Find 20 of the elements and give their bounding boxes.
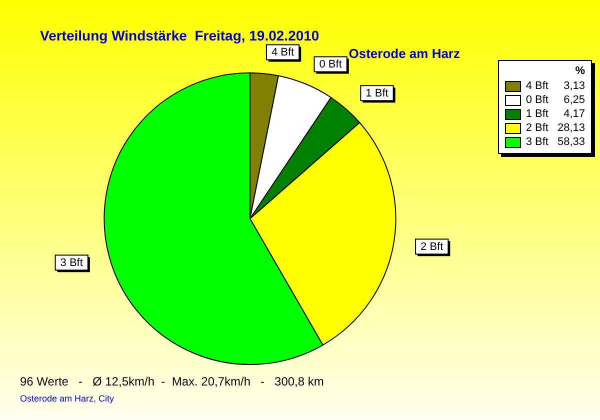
legend-label: 1 Bft <box>526 107 548 121</box>
slice-label: 1 Bft <box>366 88 388 100</box>
legend-title: % <box>574 65 585 77</box>
data-label: 28,13 <box>556 121 585 135</box>
text: 96 Werte - Ø 12,5km/h - Max. 20,7km/h - 300,8 km <box>20 374 324 388</box>
slice-label: 4 Bft <box>271 46 294 59</box>
legend-label: 0 Bft <box>526 93 548 107</box>
legend-label: 3 Bft <box>526 135 548 149</box>
slice-label: 0 Bft <box>319 58 342 71</box>
chart-title: Verteilung Windstärke Freitag, 19.02.2010 <box>40 27 320 44</box>
data-label: 4,17 <box>562 107 585 121</box>
data-label: 6,25 <box>562 93 585 107</box>
data-label: 58,33 <box>556 135 585 149</box>
chart-subtitle: Osterode am Harz <box>348 46 460 62</box>
slice-label: 3 Bft <box>60 257 83 270</box>
data-label: 3,13 <box>562 79 585 93</box>
text: Osterode am Harz, City <box>20 393 115 404</box>
legend-label: 4 Bft <box>526 79 548 93</box>
legend-label: 2 Bft <box>526 121 548 135</box>
slice-label: 2 Bft <box>420 241 444 254</box>
